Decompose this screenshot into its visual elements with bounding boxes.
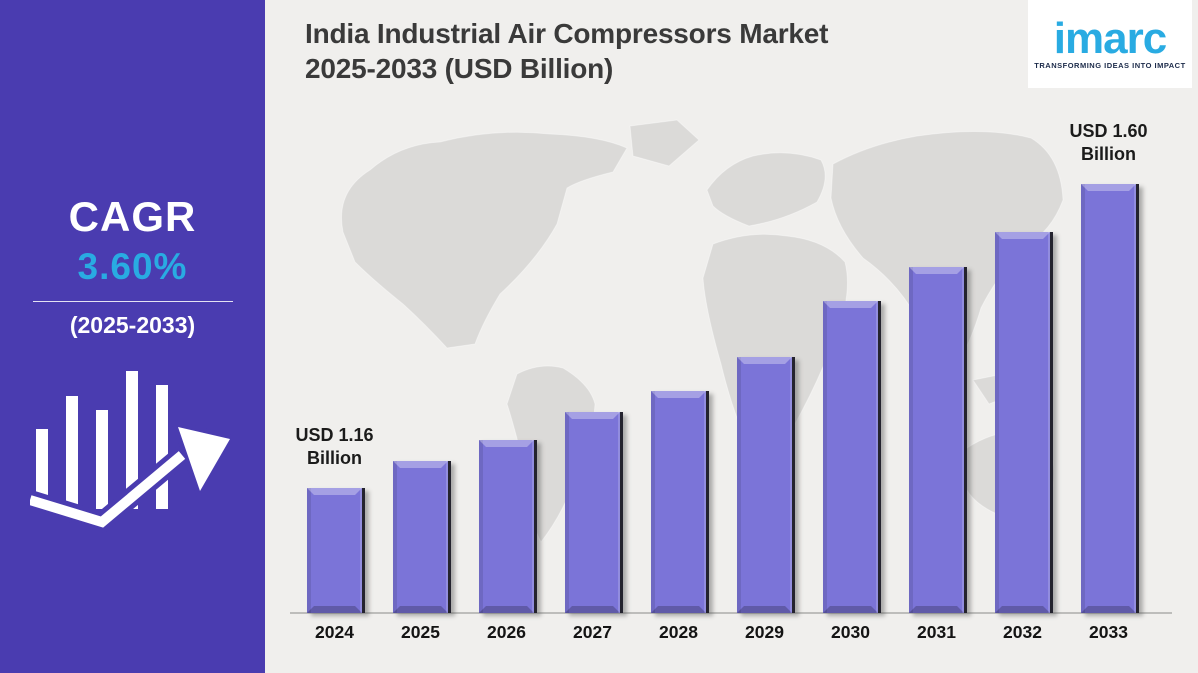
x-axis-label-2024: 2024 — [315, 622, 354, 642]
chart-title: India Industrial Air Compressors Market … — [305, 16, 829, 86]
value-label-2024: USD 1.16 Billion — [295, 424, 374, 468]
bar-chart: 2024 2025 2026 2027 2028 2029 2030 2031 2032 2033… — [265, 0, 1198, 673]
cagr-label: CAGR — [68, 193, 197, 240]
bar-2025 — [393, 461, 451, 613]
cagr-divider — [32, 301, 233, 302]
chart-panel: India Industrial Air Compressors Market … — [265, 0, 1198, 673]
bar-2029 — [737, 357, 795, 613]
x-axis-label-2025: 2025 — [401, 622, 440, 642]
x-axis-label-2029: 2029 — [745, 622, 784, 642]
bar-2032 — [995, 232, 1053, 613]
cagr-value: 3.60% — [77, 246, 188, 287]
imarc-logo: imarc TRANSFORMING IDEAS INTO IMPACT — [1028, 0, 1192, 88]
bar-2028 — [651, 391, 709, 613]
x-axis-label-2031: 2031 — [917, 622, 956, 642]
bar-2033 — [1081, 184, 1139, 613]
bar-2024 — [307, 488, 365, 613]
imarc-logo-text: imarc — [1053, 13, 1167, 63]
chart-title-line2: 2025-2033 (USD Billion) — [305, 53, 614, 84]
cagr-period: (2025-2033) — [69, 312, 196, 338]
imarc-logo-tagline: TRANSFORMING IDEAS INTO IMPACT — [1034, 61, 1186, 71]
x-axis-label-2033: 2033 — [1089, 622, 1128, 642]
x-axis-baseline — [290, 612, 1172, 614]
bar-2026 — [479, 440, 537, 613]
x-axis-label-2028: 2028 — [659, 622, 698, 642]
x-axis-label-2027: 2027 — [573, 622, 612, 642]
x-axis-label-2026: 2026 — [487, 622, 526, 642]
bar-2027 — [565, 412, 623, 613]
x-axis-label-2032: 2032 — [1003, 622, 1042, 642]
x-axis-label-2030: 2030 — [831, 622, 870, 642]
bar-2031 — [909, 267, 967, 613]
chart-title-line1: India Industrial Air Compressors Market — [305, 18, 829, 49]
cagr-sidebar: CAGR 3.60% (2025-2033) — [0, 0, 265, 673]
bar-2030 — [823, 301, 881, 613]
growth-chart-arrow-icon — [30, 371, 235, 534]
value-label-2033: USD 1.60 Billion — [1069, 120, 1148, 164]
